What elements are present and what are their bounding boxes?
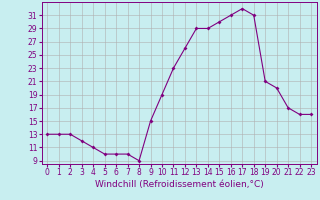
X-axis label: Windchill (Refroidissement éolien,°C): Windchill (Refroidissement éolien,°C): [95, 180, 264, 189]
